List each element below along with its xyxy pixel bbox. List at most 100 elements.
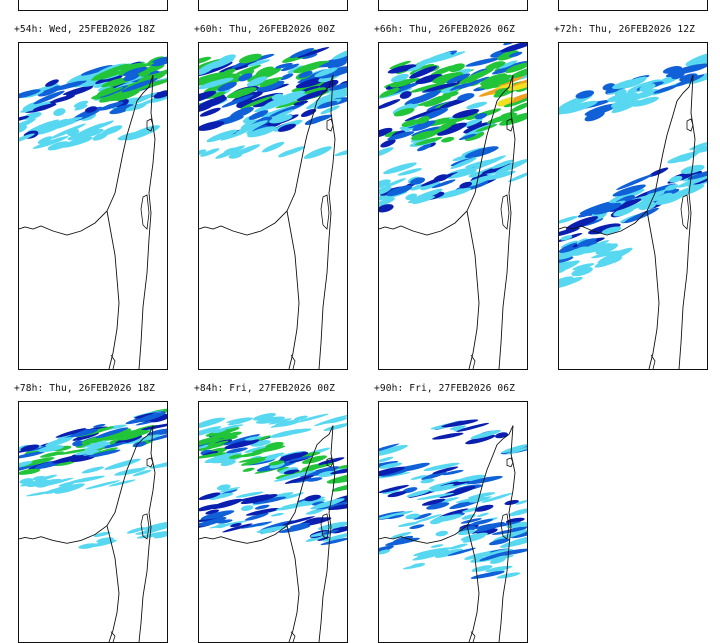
precipitation-cell xyxy=(199,107,221,117)
precipitation-cell xyxy=(386,185,413,197)
precipitation-cell xyxy=(389,60,411,70)
precipitation-cell xyxy=(572,263,595,271)
precipitation-cell xyxy=(204,91,226,100)
precipitation-cell xyxy=(205,509,220,515)
lake-outline xyxy=(681,195,689,229)
precipitation-cell xyxy=(314,67,338,78)
precipitation-cell xyxy=(284,475,315,484)
precipitation-cell xyxy=(264,93,298,107)
precipitation-cell xyxy=(323,422,347,432)
precipitation-cell xyxy=(397,521,420,527)
precipitation-cell xyxy=(88,449,121,458)
precipitation-cell xyxy=(609,188,645,203)
precipitation-cell xyxy=(327,502,347,511)
precipitation-cell xyxy=(147,430,167,442)
coastline xyxy=(379,426,513,544)
precipitation-cell xyxy=(82,440,109,448)
precipitation-cell xyxy=(416,492,455,500)
precipitation-cell xyxy=(150,56,167,67)
precipitation-cell xyxy=(380,139,396,148)
precipitation-cell xyxy=(310,150,323,157)
precipitation-cell xyxy=(653,85,678,94)
precipitation-cell xyxy=(448,543,468,550)
precipitation-cell xyxy=(289,47,314,59)
precipitation-cell xyxy=(19,478,34,484)
precipitation-cell xyxy=(336,464,347,469)
precipitation-cell xyxy=(238,73,253,82)
precipitation-cell xyxy=(415,116,430,125)
precipitation-cell xyxy=(289,522,310,528)
precipitation-cell xyxy=(232,144,261,157)
precipitation-cell xyxy=(47,141,70,151)
precipitation-cell xyxy=(305,533,331,542)
precipitation-cell xyxy=(489,538,510,546)
precipitation-cell xyxy=(584,111,605,122)
precipitation-cell xyxy=(379,99,401,110)
precipitation-cell xyxy=(417,144,432,152)
precipitation-cell xyxy=(246,76,268,87)
precipitation-cell xyxy=(317,536,330,541)
border-line xyxy=(287,211,299,369)
precipitation-cell xyxy=(49,123,86,140)
precipitation-cell xyxy=(269,103,305,117)
precipitation-cell xyxy=(318,58,344,68)
precipitation-cell xyxy=(89,120,114,131)
precipitation-cell xyxy=(203,81,231,93)
precipitation-cell xyxy=(450,170,471,178)
precipitation-cell xyxy=(54,483,85,494)
precipitation-map xyxy=(18,401,168,643)
precipitation-field xyxy=(199,412,347,546)
precipitation-cell xyxy=(449,83,468,91)
precipitation-cell xyxy=(379,443,400,454)
precipitation-cell xyxy=(399,91,412,99)
precipitation-field xyxy=(379,43,527,213)
precipitation-cell xyxy=(262,141,285,153)
precipitation-cell xyxy=(379,472,411,479)
precipitation-cell xyxy=(379,204,394,213)
precipitation-cell xyxy=(577,209,598,218)
border-line xyxy=(139,426,155,642)
precipitation-cell xyxy=(317,67,347,79)
precipitation-cell xyxy=(221,94,254,108)
precipitation-cell xyxy=(597,247,633,264)
precipitation-cell xyxy=(301,53,318,60)
precipitation-cell xyxy=(125,103,147,112)
precipitation-cell xyxy=(199,77,234,90)
precipitation-cell xyxy=(426,502,450,510)
precipitation-cell xyxy=(561,240,578,249)
precipitation-cell xyxy=(407,65,423,72)
precipitation-cell xyxy=(677,174,707,188)
precipitation-cell xyxy=(35,474,58,482)
precipitation-cell xyxy=(85,106,98,113)
precipitation-cell xyxy=(474,504,494,512)
precipitation-cell xyxy=(93,531,111,537)
precipitation-cell xyxy=(412,550,450,561)
lake-outline xyxy=(321,195,329,229)
precipitation-cell xyxy=(153,532,167,539)
map-svg xyxy=(379,43,527,369)
precipitation-cell xyxy=(275,504,303,511)
precipitation-cell xyxy=(486,548,514,556)
precipitation-cell xyxy=(316,499,347,510)
precipitation-cell xyxy=(272,109,294,119)
precipitation-cell xyxy=(404,107,442,122)
precipitation-cell xyxy=(280,452,306,460)
coastline xyxy=(559,75,693,235)
precipitation-cell xyxy=(385,178,406,188)
precipitation-cell xyxy=(92,87,124,99)
precipitation-cell xyxy=(486,113,518,124)
precipitation-cell xyxy=(219,487,240,493)
precipitation-cell xyxy=(150,414,167,423)
precipitation-cell xyxy=(459,76,490,89)
precipitation-field xyxy=(199,46,347,159)
precipitation-cell xyxy=(330,466,347,475)
precipitation-cell xyxy=(464,131,485,141)
precipitation-cell xyxy=(36,123,63,135)
precipitation-cell xyxy=(269,114,293,124)
precipitation-cell xyxy=(19,89,41,99)
precipitation-cell xyxy=(571,267,593,277)
previous-row-panel-edge xyxy=(198,0,348,11)
precipitation-cell xyxy=(693,145,707,153)
precipitation-cell xyxy=(614,89,627,98)
precipitation-cell xyxy=(413,514,443,524)
